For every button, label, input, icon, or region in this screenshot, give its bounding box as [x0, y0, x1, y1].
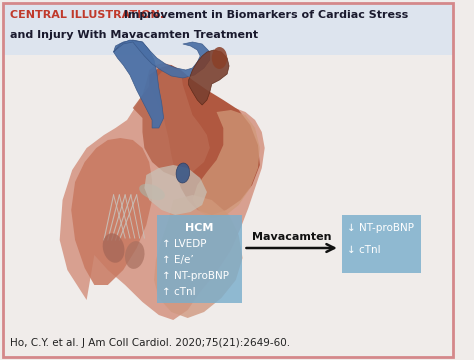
- Text: Ho, C.Y. et al. J Am Coll Cardiol. 2020;75(21):2649-60.: Ho, C.Y. et al. J Am Coll Cardiol. 2020;…: [9, 338, 290, 348]
- Text: ↑ NT-proBNP: ↑ NT-proBNP: [162, 271, 228, 281]
- FancyBboxPatch shape: [157, 215, 242, 303]
- Ellipse shape: [125, 241, 145, 269]
- Ellipse shape: [212, 47, 227, 69]
- Polygon shape: [133, 68, 210, 178]
- FancyBboxPatch shape: [342, 215, 420, 273]
- Polygon shape: [145, 165, 207, 215]
- Polygon shape: [189, 50, 229, 105]
- Text: HCM: HCM: [185, 223, 213, 233]
- Text: CENTRAL ILLUSTRATION:: CENTRAL ILLUSTRATION:: [9, 10, 164, 20]
- Text: and Injury With Mavacamten Treatment: and Injury With Mavacamten Treatment: [9, 30, 258, 40]
- Text: ↓ NT-proBNP: ↓ NT-proBNP: [346, 223, 413, 233]
- Text: ↑ cTnI: ↑ cTnI: [162, 287, 195, 297]
- Text: ↓ cTnI: ↓ cTnI: [346, 245, 380, 255]
- Polygon shape: [154, 195, 243, 318]
- Text: Mavacamten: Mavacamten: [252, 232, 331, 242]
- Polygon shape: [149, 65, 260, 215]
- Polygon shape: [114, 40, 210, 78]
- Text: Improvement in Biomarkers of Cardiac Stress: Improvement in Biomarkers of Cardiac Str…: [120, 10, 409, 20]
- Ellipse shape: [176, 163, 190, 183]
- Polygon shape: [192, 110, 260, 218]
- Ellipse shape: [139, 184, 165, 200]
- Polygon shape: [114, 40, 164, 128]
- Text: ↑ LVEDP: ↑ LVEDP: [162, 239, 206, 249]
- Bar: [3, 3, 453, 55]
- Text: ↑ E/e’: ↑ E/e’: [162, 255, 193, 265]
- Polygon shape: [71, 138, 152, 285]
- Polygon shape: [60, 63, 264, 320]
- Ellipse shape: [103, 233, 125, 263]
